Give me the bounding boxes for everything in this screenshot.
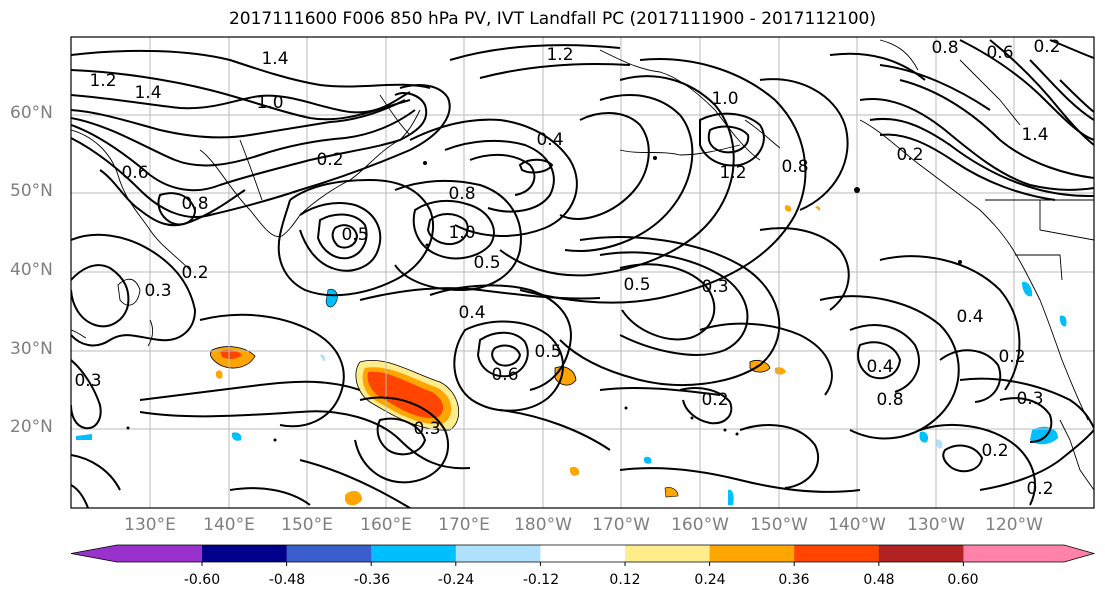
- colorbar-cell: [540, 545, 626, 562]
- contour-label: 0.4: [956, 307, 983, 327]
- colorbar-cell: [709, 545, 795, 562]
- contour-label: 0.2: [181, 263, 208, 283]
- contour-label: 0.5: [341, 225, 368, 245]
- lon-label: 140°W: [828, 515, 886, 535]
- colorbar-tick-label: 0.24: [694, 572, 726, 588]
- lon-label: 170°E: [438, 515, 490, 535]
- lat-label-60n: 60°N: [10, 103, 53, 123]
- colorbar-cell: [286, 545, 372, 562]
- colorbar-cell: [371, 545, 457, 562]
- contour-label: 1.0: [256, 93, 283, 113]
- lon-label: 140°E: [203, 515, 255, 535]
- colorbar-tick-label: -0.12: [522, 572, 560, 588]
- contour-label: 0.3: [701, 277, 728, 297]
- contour-label: 0.8: [931, 38, 958, 58]
- colorbar-outline: [70, 544, 1096, 563]
- contour-label: 1.0: [711, 89, 738, 109]
- contour-label: 1.2: [546, 45, 573, 65]
- contour-label: 0.3: [413, 419, 440, 439]
- contour-label: 0.2: [1033, 37, 1060, 57]
- lon-label: 150°E: [281, 515, 333, 535]
- contour-label: 1.0: [448, 223, 475, 243]
- contour-label: 1.4: [134, 83, 161, 103]
- contour-label: 0.4: [866, 357, 893, 377]
- contour-label: 0.6: [121, 163, 148, 183]
- contour-label: 0.3: [74, 371, 101, 391]
- lat-label-40n: 40°N: [10, 260, 53, 280]
- contour-label: 0.2: [981, 441, 1008, 461]
- coastlines: [71, 39, 1094, 491]
- contour-label: 0.8: [781, 157, 808, 177]
- contour-label: 1.2: [89, 71, 116, 91]
- colorbar-cell: [878, 545, 964, 562]
- lon-label: 180°W: [514, 515, 572, 535]
- colorbar-cell: [963, 545, 1094, 562]
- lat-label-20n: 20°N: [10, 417, 53, 437]
- contour-label: 0.3: [1016, 389, 1043, 409]
- contour-label: 0.8: [448, 184, 475, 204]
- contour-label: 0.3: [144, 281, 171, 301]
- lon-label: 160°W: [671, 515, 729, 535]
- contour-label: 0.5: [534, 342, 561, 362]
- contour-label: 0.5: [623, 275, 650, 295]
- contour-labels: 1.2 1.4 1.4 1.0 1.2 0.8 0.6 0.2 1.0 0.4 …: [74, 37, 1060, 499]
- lon-label: 130°W: [907, 515, 965, 535]
- colorbar-cell: [625, 545, 711, 562]
- contour-label: 1.2: [719, 163, 746, 183]
- map-title: 2017111600 F006 850 hPa PV, IVT Landfall…: [228, 9, 876, 29]
- colorbar-tick-label: 0.36: [778, 572, 810, 588]
- contour-label: 0.8: [181, 194, 208, 214]
- pv-contours: [71, 39, 1094, 508]
- colorbar-cell: [71, 545, 202, 562]
- lat-label-30n: 30°N: [10, 339, 53, 359]
- colorbar: [70, 544, 1096, 566]
- contour-label: 0.2: [701, 390, 728, 410]
- colorbar-tick-label: 0.60: [947, 572, 979, 588]
- contour-label: 0.8: [876, 390, 903, 410]
- contour-label: 0.2: [896, 145, 923, 165]
- contour-label: 0.4: [536, 130, 563, 150]
- colorbar-tick-label: 0.48: [863, 572, 895, 588]
- colorbar-cell: [794, 545, 880, 562]
- lon-label: 150°W: [750, 515, 808, 535]
- contour-label: 1.4: [261, 49, 288, 69]
- colorbar-cell: [202, 545, 288, 562]
- contour-label: 0.5: [473, 253, 500, 273]
- gridlines: [71, 37, 1094, 508]
- contour-label: 1.4: [1021, 125, 1048, 145]
- colorbar-cell: [455, 545, 541, 562]
- lon-label: 120°W: [985, 515, 1043, 535]
- colorbar-tick-label: 0.12: [609, 572, 641, 588]
- lat-label-50n: 50°N: [10, 181, 53, 201]
- islands: [126, 156, 962, 442]
- colorbar-tick-label: -0.48: [268, 572, 306, 588]
- colorbar-tick-label: -0.36: [353, 572, 391, 588]
- contour-label: 0.2: [998, 347, 1025, 367]
- colorbar-tick-label: -0.60: [183, 572, 221, 588]
- map-frame: [70, 36, 1095, 509]
- lon-label: 160°E: [360, 515, 412, 535]
- contour-label: 0.6: [491, 365, 518, 385]
- contour-label: 0.2: [316, 150, 343, 170]
- contour-label: 0.4: [458, 303, 485, 323]
- colorbar-tick-label: -0.24: [437, 572, 475, 588]
- lon-label: 130°E: [124, 515, 176, 535]
- lon-label: 170°W: [592, 515, 650, 535]
- contour-label: 0.2: [1026, 479, 1053, 499]
- contour-label: 0.6: [986, 43, 1013, 63]
